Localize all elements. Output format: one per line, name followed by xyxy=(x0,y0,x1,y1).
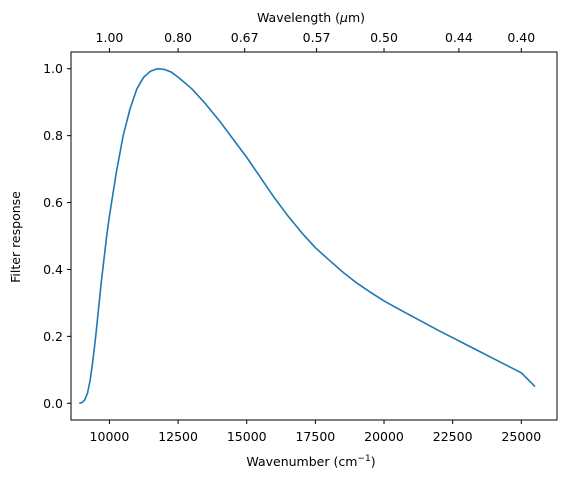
x-axis: 10000 12500 15000 17500 20000 22500 25000 xyxy=(90,420,541,444)
x-tick-label: 20000 xyxy=(364,429,404,444)
x-tick-label: 12500 xyxy=(158,429,198,444)
top-axis: 1.00 0.80 0.67 0.57 0.50 0.44 0.40 xyxy=(96,30,535,52)
plot-frame xyxy=(70,51,558,421)
top-tick-label: 1.00 xyxy=(96,30,124,45)
x-tick-label: 17500 xyxy=(295,429,335,444)
plot-area xyxy=(71,52,557,420)
y-tick-label: 0.0 xyxy=(43,396,63,411)
top-tick-label: 0.44 xyxy=(445,30,473,45)
x-tick-label: 25000 xyxy=(501,429,541,444)
top-tick-label: 0.40 xyxy=(507,30,535,45)
top-tick-label: 0.50 xyxy=(370,30,398,45)
y-axis: 0.0 0.2 0.4 0.6 0.8 1.0 xyxy=(43,61,71,411)
plot-lines xyxy=(79,67,536,405)
series-line-0 xyxy=(79,67,536,405)
y-tick-label: 0.8 xyxy=(43,128,63,143)
y-axis-title: Filter response xyxy=(8,191,23,283)
y-tick-label: 0.2 xyxy=(43,329,63,344)
x-axis-title: Wavenumber (cm−1) xyxy=(246,454,375,469)
y-tick-label: 0.4 xyxy=(43,262,63,277)
y-tick-label: 1.0 xyxy=(43,61,63,76)
top-axis-title: Wavelength (μm) xyxy=(257,10,365,25)
y-tick-label: 0.6 xyxy=(43,195,63,210)
x-tick-label: 15000 xyxy=(227,429,267,444)
top-tick-label: 0.67 xyxy=(231,30,259,45)
x-tick-label: 22500 xyxy=(433,429,473,444)
top-tick-label: 0.57 xyxy=(303,30,331,45)
x-tick-label: 10000 xyxy=(90,429,130,444)
top-tick-label: 0.80 xyxy=(164,30,192,45)
